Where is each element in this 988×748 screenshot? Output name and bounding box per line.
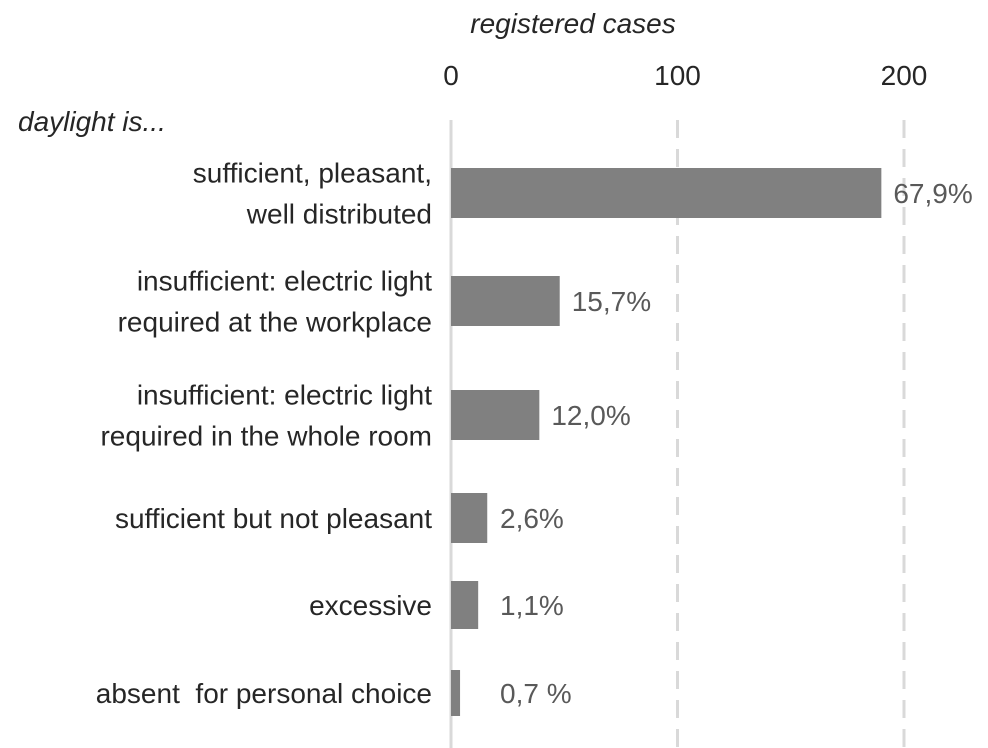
- x-axis-title: registered cases: [470, 8, 675, 39]
- category-label: absent for personal choice: [96, 678, 432, 709]
- bar: [451, 390, 540, 440]
- category-label: required in the whole room: [100, 421, 432, 452]
- bar: [451, 581, 479, 629]
- category-label: required at the workplace: [118, 307, 432, 338]
- category-label: well distributed: [246, 199, 432, 230]
- x-tick-label: 0: [443, 60, 459, 91]
- x-tick-label: 200: [881, 60, 928, 91]
- bar: [451, 276, 560, 326]
- category-label: insufficient: electric light: [137, 380, 432, 411]
- bar: [451, 670, 461, 716]
- data-label: 15,7%: [572, 286, 651, 317]
- data-label: 0,7 %: [500, 678, 572, 709]
- category-label: excessive: [309, 590, 432, 621]
- x-tick-labels: 0 100 200: [443, 60, 927, 91]
- data-label: 2,6%: [500, 503, 564, 534]
- bars: [451, 168, 882, 716]
- category-labels: sufficient, pleasant, well distributed ins…: [96, 158, 432, 710]
- data-label: 12,0%: [551, 400, 630, 431]
- y-axis-title: daylight is...: [18, 106, 166, 137]
- data-label: 1,1%: [500, 590, 564, 621]
- bar: [451, 493, 488, 543]
- data-label: 67,9%: [893, 178, 972, 209]
- category-label: sufficient, pleasant,: [193, 158, 432, 189]
- category-label: sufficient but not pleasant: [115, 503, 432, 534]
- x-tick-label: 100: [654, 60, 701, 91]
- category-label: insufficient: electric light: [137, 266, 432, 297]
- bar: [451, 168, 882, 218]
- data-labels: 67,9% 15,7% 12,0% 2,6% 1,1% 0,7 %: [500, 178, 973, 709]
